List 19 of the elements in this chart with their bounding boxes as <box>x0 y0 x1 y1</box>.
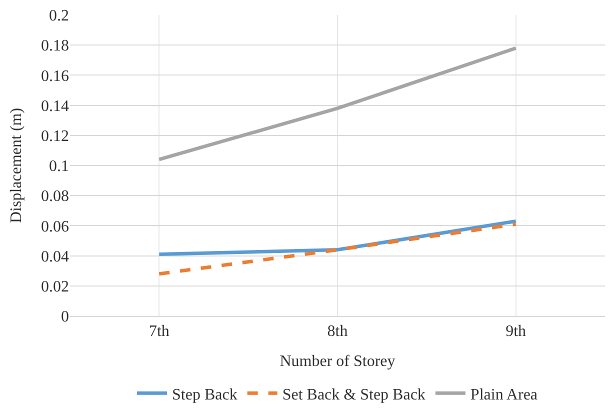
x-tick-label: 7th <box>148 323 170 340</box>
y-tick-label: 0.08 <box>41 188 69 206</box>
x-tick-label: 8th <box>327 323 348 340</box>
y-tick-label: 0.12 <box>41 128 69 145</box>
x-tick-label: 9th <box>506 323 526 340</box>
y-tick-label: 0.04 <box>41 248 69 266</box>
y-tick-label: 0.14 <box>41 98 69 115</box>
y-tick-label: 0.06 <box>41 218 69 236</box>
legend-label: Step Back <box>172 386 238 404</box>
legend-label: Set Back & Step Back <box>282 386 426 404</box>
x-axis-title: Number of Storey <box>280 352 396 370</box>
y-axis-title: Displacement (m) <box>8 108 25 224</box>
y-tick-label: 0.1 <box>49 158 69 176</box>
y-tick-label: 0.2 <box>49 8 69 25</box>
y-tick-label: 0 <box>61 308 69 326</box>
y-tick-label: 0.16 <box>41 68 69 85</box>
y-tick-label: 0.18 <box>41 38 69 55</box>
legend-label: Plain Area <box>470 386 538 404</box>
y-tick-label: 0.02 <box>41 278 69 296</box>
